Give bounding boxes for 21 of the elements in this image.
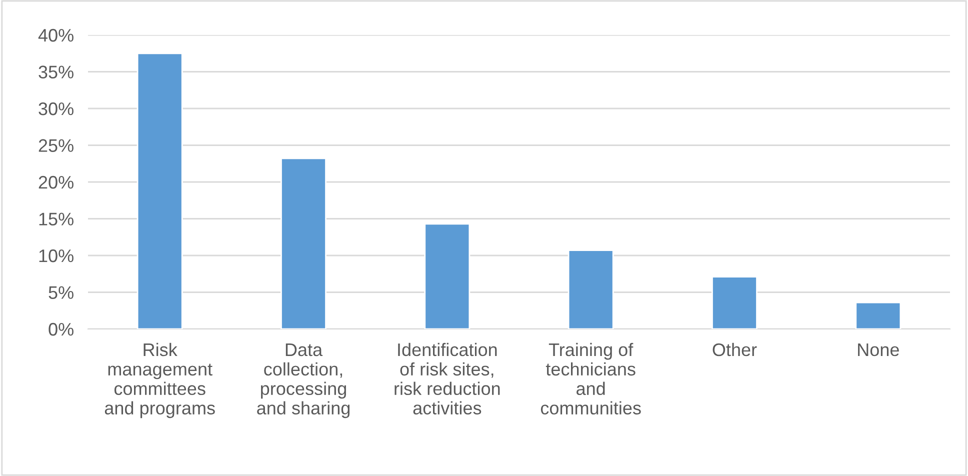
x-tick-label: None [858, 344, 899, 356]
y-tick-label: 25% [38, 139, 74, 152]
x-tick-label: Data collection, processing and sharing [257, 344, 350, 418]
bar [280, 158, 326, 329]
bar [424, 223, 470, 329]
bar [136, 52, 183, 329]
y-tick-label: 10% [39, 249, 74, 262]
y-tick-label: 40% [38, 28, 74, 42]
y-tick-label: 20% [38, 176, 74, 189]
y-tick-label: 35% [38, 66, 74, 78]
y-tick-label: 15% [39, 212, 74, 226]
x-tick-label: Training of technicians and communities [540, 342, 641, 414]
bar [855, 302, 902, 329]
y-tick-label: 30% [38, 102, 74, 116]
y-tick-label: 5% [48, 286, 74, 299]
x-tick-label: Other [712, 342, 757, 356]
x-tick-label: Risk management committees and programs [104, 342, 215, 418]
y-tick-label: 0% [48, 322, 74, 336]
bar [712, 276, 758, 329]
x-tick-label: Identification of risk sites, risk reduction activities [394, 342, 500, 414]
bar [568, 250, 614, 329]
